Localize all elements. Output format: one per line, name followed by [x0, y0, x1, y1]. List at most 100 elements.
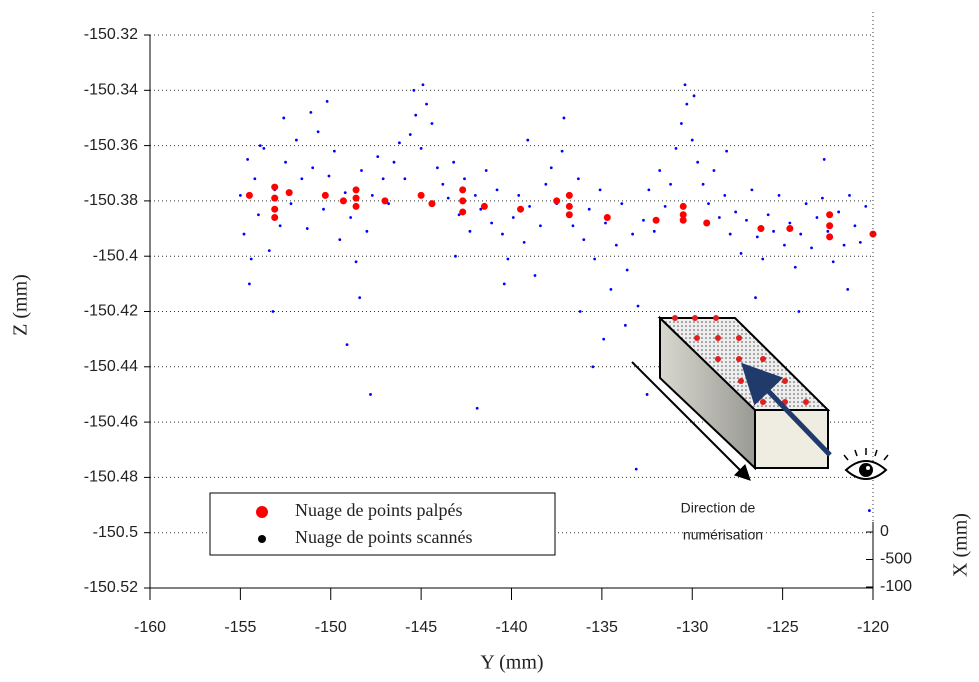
y-tick-label: -150.34	[84, 82, 138, 99]
point	[725, 149, 728, 153]
point	[750, 188, 754, 192]
point	[837, 210, 841, 214]
point	[864, 205, 868, 208]
legend-box	[209, 492, 556, 556]
point	[683, 83, 687, 87]
point	[680, 122, 683, 125]
point	[517, 193, 521, 197]
y-tick-label: -150.44	[84, 358, 138, 375]
point	[745, 218, 748, 222]
point	[804, 202, 808, 206]
point	[522, 240, 526, 244]
y-tick-label: -150.46	[84, 413, 138, 430]
point	[598, 188, 602, 192]
point	[625, 268, 629, 272]
legend-marker	[258, 535, 266, 543]
point	[658, 169, 662, 172]
point	[652, 229, 656, 233]
x-tick-label: -130	[676, 619, 708, 636]
point	[345, 343, 349, 347]
point	[419, 146, 423, 150]
point	[717, 216, 721, 219]
point	[793, 265, 797, 269]
point	[282, 116, 286, 120]
point	[663, 205, 667, 208]
point	[412, 88, 416, 92]
point	[826, 233, 834, 241]
x2-tick-label: -100	[880, 578, 912, 595]
point	[284, 160, 287, 164]
x-tick-label: -120	[857, 619, 889, 636]
x-tick-label: -135	[586, 619, 618, 636]
point	[285, 189, 293, 197]
point	[327, 174, 331, 178]
point	[620, 202, 624, 206]
point	[267, 249, 271, 253]
point	[701, 182, 705, 186]
point	[565, 211, 573, 219]
point	[271, 310, 275, 313]
point	[679, 216, 687, 224]
point	[370, 193, 374, 197]
legend-label: Nuage de points scannés	[295, 527, 472, 547]
point	[603, 213, 611, 221]
x-axis-title: Y (mm)	[480, 652, 543, 674]
x-tick-label: -155	[224, 619, 256, 636]
point	[249, 257, 253, 261]
point	[696, 160, 700, 164]
point	[473, 193, 477, 197]
point	[365, 229, 369, 233]
point	[501, 232, 504, 236]
points	[238, 83, 877, 512]
point	[526, 138, 530, 142]
point	[398, 141, 401, 145]
point	[414, 113, 418, 117]
point	[858, 240, 862, 244]
point	[403, 177, 407, 181]
point	[430, 122, 434, 125]
point	[652, 216, 660, 224]
point	[786, 225, 794, 233]
x-tick-label: -160	[134, 619, 166, 636]
point	[339, 197, 347, 205]
legend-marker	[256, 506, 268, 518]
point	[822, 158, 826, 161]
y-tick-label: -150.5	[93, 524, 138, 541]
point	[417, 191, 425, 199]
point	[772, 229, 775, 233]
point	[539, 224, 542, 228]
y-tick-label: -150.36	[84, 137, 138, 154]
point	[869, 230, 877, 238]
point	[826, 229, 830, 233]
x2-tick-label: 0	[880, 523, 889, 540]
point	[634, 467, 638, 471]
point	[517, 205, 525, 213]
point	[799, 232, 803, 236]
point	[245, 191, 253, 199]
point	[421, 83, 425, 87]
point	[352, 202, 360, 210]
point	[325, 99, 329, 103]
point	[848, 193, 851, 197]
point	[578, 310, 582, 313]
point	[553, 197, 561, 205]
legend: Nuage de points palpés Nuage de points sc…	[256, 500, 472, 547]
point	[311, 166, 315, 170]
point	[826, 211, 834, 219]
point	[754, 296, 757, 300]
point	[490, 221, 494, 225]
point	[459, 197, 467, 205]
point	[271, 183, 279, 191]
point	[734, 210, 738, 214]
point	[739, 252, 743, 255]
point	[562, 116, 566, 120]
annotation-line: Direction de	[681, 500, 756, 516]
point	[369, 393, 372, 396]
point	[544, 182, 548, 186]
point	[387, 202, 390, 206]
point	[502, 282, 506, 286]
point	[392, 160, 396, 164]
point	[459, 208, 467, 216]
point	[846, 287, 850, 291]
